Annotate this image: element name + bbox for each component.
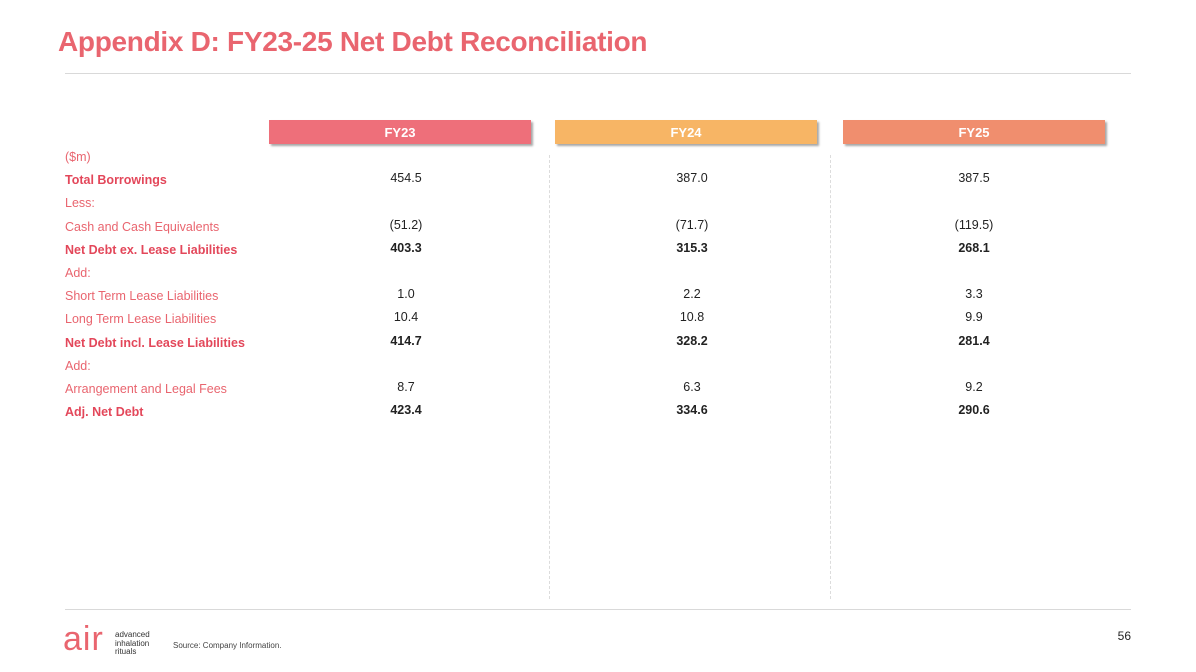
cell-value: 290.6 <box>958 403 990 418</box>
row-label: Short Term Lease Liabilities <box>65 289 219 304</box>
cell-value: 423.4 <box>390 403 422 418</box>
cell-value: 8.7 <box>397 380 415 394</box>
column-header: FY25 <box>843 120 1105 144</box>
page-number: 56 <box>1117 629 1131 643</box>
cell-value: 281.4 <box>958 333 990 348</box>
cell-value: 10.4 <box>393 310 419 325</box>
cell-value: 387.5 <box>958 171 990 186</box>
cell-value: 6.3 <box>683 380 701 394</box>
logo-tagline: advanced inhalation rituals <box>115 630 150 657</box>
cell-value: (51.2) <box>389 217 423 232</box>
row-label: Cash and Cash Equivalents <box>65 219 220 234</box>
cell-value: 2.2 <box>683 287 701 302</box>
divider <box>65 73 1131 74</box>
column-header: FY23 <box>269 120 531 144</box>
cell-value: 334.6 <box>676 403 708 418</box>
row-label: Long Term Lease Liabilities <box>65 312 217 327</box>
cell-value: 315.3 <box>676 240 708 255</box>
row-label: Net Debt incl. Lease Liabilities <box>65 335 245 350</box>
cell-value: (119.5) <box>954 217 994 232</box>
column-separator <box>549 155 550 599</box>
tagline-line: advanced <box>115 630 150 639</box>
cell-value: 387.0 <box>676 171 708 186</box>
row-label: Add: <box>65 358 91 373</box>
cell-value: 9.9 <box>965 310 983 325</box>
cell-value: 1.0 <box>397 287 415 302</box>
row-label: Less: <box>65 196 95 211</box>
row-label: ($m) <box>65 150 91 164</box>
source-note: Source: Company Information. <box>173 641 282 650</box>
row-label: Arrangement and Legal Fees <box>65 382 227 396</box>
cell-value: 454.5 <box>390 171 422 186</box>
cell-value: 328.2 <box>676 333 708 348</box>
slide-title: Appendix D: FY23-25 Net Debt Reconciliat… <box>58 26 648 57</box>
column-separator <box>830 155 831 599</box>
divider <box>65 609 1131 610</box>
tagline-line: rituals <box>115 647 137 656</box>
cell-value: (71.7) <box>675 217 709 232</box>
tagline-line: inhalation <box>115 638 150 648</box>
cell-value: 10.8 <box>679 310 705 325</box>
row-label: Net Debt ex. Lease Liabilities <box>65 242 238 257</box>
cell-value: 268.1 <box>958 240 990 255</box>
cell-value: 3.3 <box>965 287 983 302</box>
cell-value: 9.2 <box>965 380 983 394</box>
row-label: Adj. Net Debt <box>65 405 144 420</box>
row-label: Total Borrowings <box>65 173 167 188</box>
logo-mark: air <box>63 620 104 658</box>
cell-value: 403.3 <box>390 240 422 255</box>
cell-value: 414.7 <box>390 333 422 348</box>
column-header: FY24 <box>555 120 817 144</box>
row-label: Add: <box>65 266 91 280</box>
